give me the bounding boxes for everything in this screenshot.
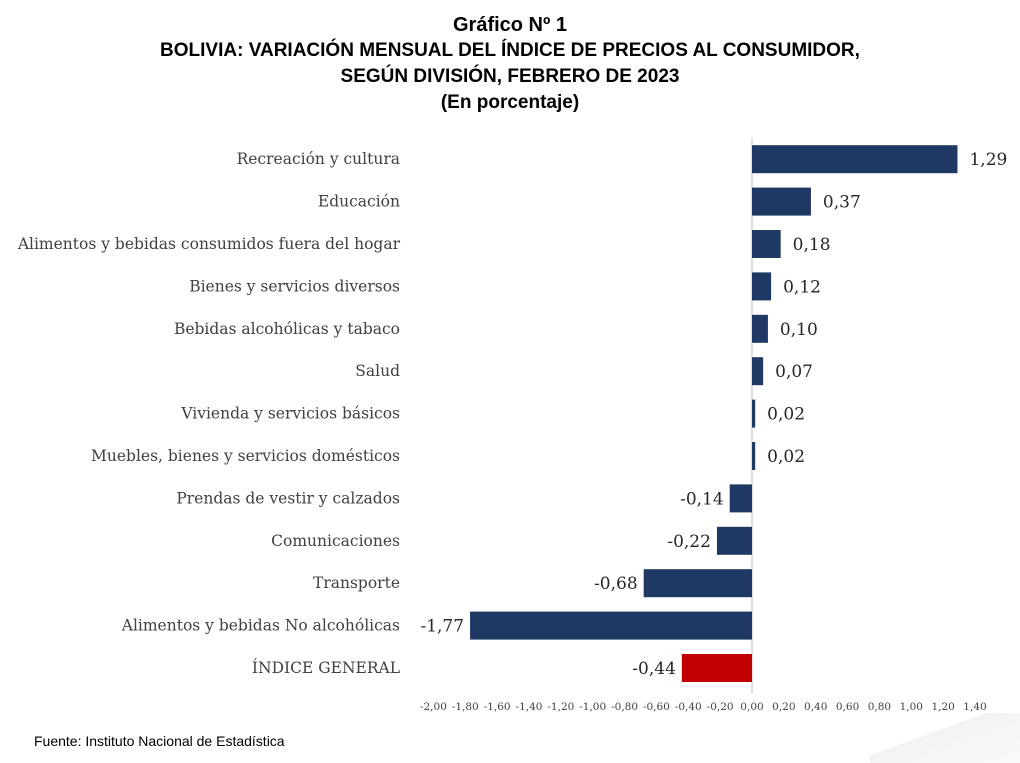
source-note: Fuente: Instituto Nacional de Estadístic… (34, 733, 285, 749)
bar (752, 272, 772, 301)
chart-title-block: Gráfico Nº 1 BOLIVIA: VARIACIÓN MENSUAL … (0, 12, 1020, 116)
chart-subtitle: (En porcentaje) (440, 92, 580, 113)
category-label: Alimentos y bebidas consumidos fuera del… (17, 235, 401, 253)
chart-number: Gráfico Nº 1 (452, 14, 567, 36)
x-tick-label: -1,60 (484, 701, 511, 713)
x-tick-label: 1,20 (931, 701, 954, 713)
value-label: 0,12 (783, 277, 821, 297)
category-label: Bebidas alcohólicas y tabaco (174, 320, 400, 338)
x-tick-label: 0,40 (804, 701, 827, 713)
category-label: ÍNDICE GENERAL (252, 659, 400, 677)
value-label: -0,44 (632, 659, 676, 679)
bar (752, 145, 958, 174)
x-tick-label: -1,20 (547, 701, 574, 713)
x-tick-label: 1,00 (900, 701, 923, 713)
x-tick-label: -0,80 (611, 701, 638, 713)
category-label: Vivienda y servicios básicos (180, 405, 400, 423)
x-tick-label: -0,40 (675, 701, 702, 713)
category-label: Prendas de vestir y calzados (176, 489, 400, 507)
x-tick-label: -1,40 (516, 701, 543, 713)
x-tick-label: -0,60 (643, 701, 670, 713)
bar (752, 314, 768, 343)
value-label: 0,02 (767, 447, 805, 467)
x-tick-label: 1,40 (963, 701, 986, 713)
value-label: 0,02 (767, 405, 805, 425)
category-label: Bienes y servicios diversos (189, 277, 400, 295)
x-tick-label: -1,80 (452, 701, 479, 713)
bar (752, 442, 756, 470)
chart-title-line-2: SEGÚN DIVISIÓN, FEBRERO DE 2023 (340, 66, 680, 87)
x-tick-label: -1,00 (579, 701, 606, 713)
category-label: Salud (355, 362, 400, 380)
value-label: -0,14 (680, 489, 724, 509)
x-tick-label: 0,20 (772, 701, 795, 713)
x-tick-label: 0,80 (868, 701, 891, 713)
value-label: -0,22 (667, 532, 711, 552)
x-tick-label: 0,60 (836, 701, 859, 713)
bar (643, 569, 752, 598)
bar (470, 611, 752, 640)
category-label: Recreación y cultura (237, 150, 400, 168)
bar (752, 230, 781, 258)
bar (752, 357, 764, 386)
value-label: 0,07 (775, 362, 813, 382)
x-tick-label: -0,20 (707, 701, 734, 713)
bar (716, 526, 752, 555)
x-tick-label: 0,00 (740, 701, 763, 713)
value-label: 1,29 (969, 150, 1007, 170)
category-label: Muebles, bienes y servicios domésticos (91, 447, 400, 465)
chart-title-line-1: BOLIVIA: VARIACIÓN MENSUAL DEL ÍNDICE DE… (160, 40, 860, 61)
value-label: 0,18 (793, 235, 831, 255)
value-label: 0,10 (780, 320, 818, 340)
x-tick-label: -2,00 (420, 701, 447, 713)
bar (729, 484, 752, 513)
bar (681, 654, 752, 682)
bar (752, 187, 811, 216)
category-label: Alimentos y bebidas No alcohólicas (121, 617, 400, 635)
category-label: Transporte (313, 574, 400, 592)
value-label: 0,37 (823, 193, 861, 213)
value-label: -0,68 (594, 574, 638, 594)
value-label: -1,77 (420, 617, 464, 637)
category-label: Educación (318, 193, 400, 211)
category-label: Comunicaciones (271, 532, 400, 550)
corner-decoration (870, 713, 1020, 763)
bar (752, 399, 756, 428)
